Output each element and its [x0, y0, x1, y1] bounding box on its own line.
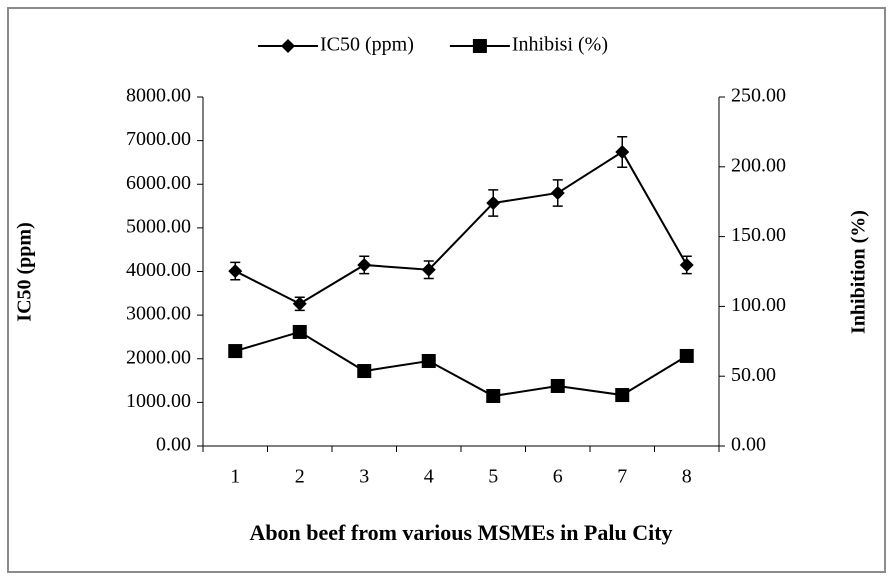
- y-axis-title: IC50 (ppm): [14, 222, 36, 321]
- point: [421, 353, 436, 368]
- y2-tick-label: 150.00: [731, 224, 786, 246]
- point: [550, 378, 565, 393]
- y-tick-label: 1000.00: [126, 390, 191, 412]
- point: [486, 196, 501, 211]
- point: [228, 264, 243, 279]
- y-tick-label: 0.00: [156, 434, 191, 456]
- x-tick-label: 1: [230, 466, 240, 488]
- x-tick-label: 5: [488, 466, 498, 488]
- point: [421, 262, 436, 277]
- y-tick-label: 6000.00: [126, 172, 191, 194]
- point: [292, 296, 307, 311]
- point: [550, 185, 565, 200]
- legend-label: IC50 (ppm): [320, 34, 414, 56]
- point: [486, 389, 501, 404]
- y-tick-label: 8000.00: [126, 85, 191, 107]
- y2-axis-title: Inhibition (%): [848, 210, 870, 334]
- point: [357, 364, 372, 379]
- point: [615, 144, 630, 159]
- point: [292, 324, 307, 339]
- y2-tick-label: 100.00: [731, 294, 786, 316]
- y-tick-label: 2000.00: [126, 346, 191, 368]
- series-line: [234, 330, 688, 398]
- y2-tick-label: 200.00: [731, 154, 786, 176]
- y-tick-label: 4000.00: [126, 259, 191, 281]
- x-tick-label: 6: [553, 466, 563, 488]
- y2-tick-label: 50.00: [731, 364, 776, 386]
- x-tick-label: 4: [424, 466, 434, 488]
- y-tick-label: 5000.00: [126, 215, 191, 237]
- point: [679, 348, 694, 363]
- chart-frame: [7, 7, 886, 573]
- point: [357, 257, 372, 272]
- x-tick-label: 8: [682, 466, 692, 488]
- legend-marker: [281, 39, 295, 53]
- x-tick-label: 7: [617, 466, 627, 488]
- x-tick-label: 3: [359, 466, 369, 488]
- y2-tick-label: 250.00: [731, 85, 786, 107]
- y2-tick-label: 0.00: [731, 434, 766, 456]
- x-axis-title: Abon beef from various MSMEs in Palu Cit…: [249, 520, 672, 545]
- series-line: [234, 150, 688, 305]
- y-tick-label: 7000.00: [126, 128, 191, 150]
- point: [679, 257, 694, 272]
- legend-label: Inhibisi (%): [512, 34, 608, 56]
- point: [228, 344, 243, 359]
- legend-marker: [472, 39, 487, 53]
- point: [615, 388, 630, 403]
- y-tick-label: 3000.00: [126, 303, 191, 325]
- x-tick-label: 2: [295, 466, 305, 488]
